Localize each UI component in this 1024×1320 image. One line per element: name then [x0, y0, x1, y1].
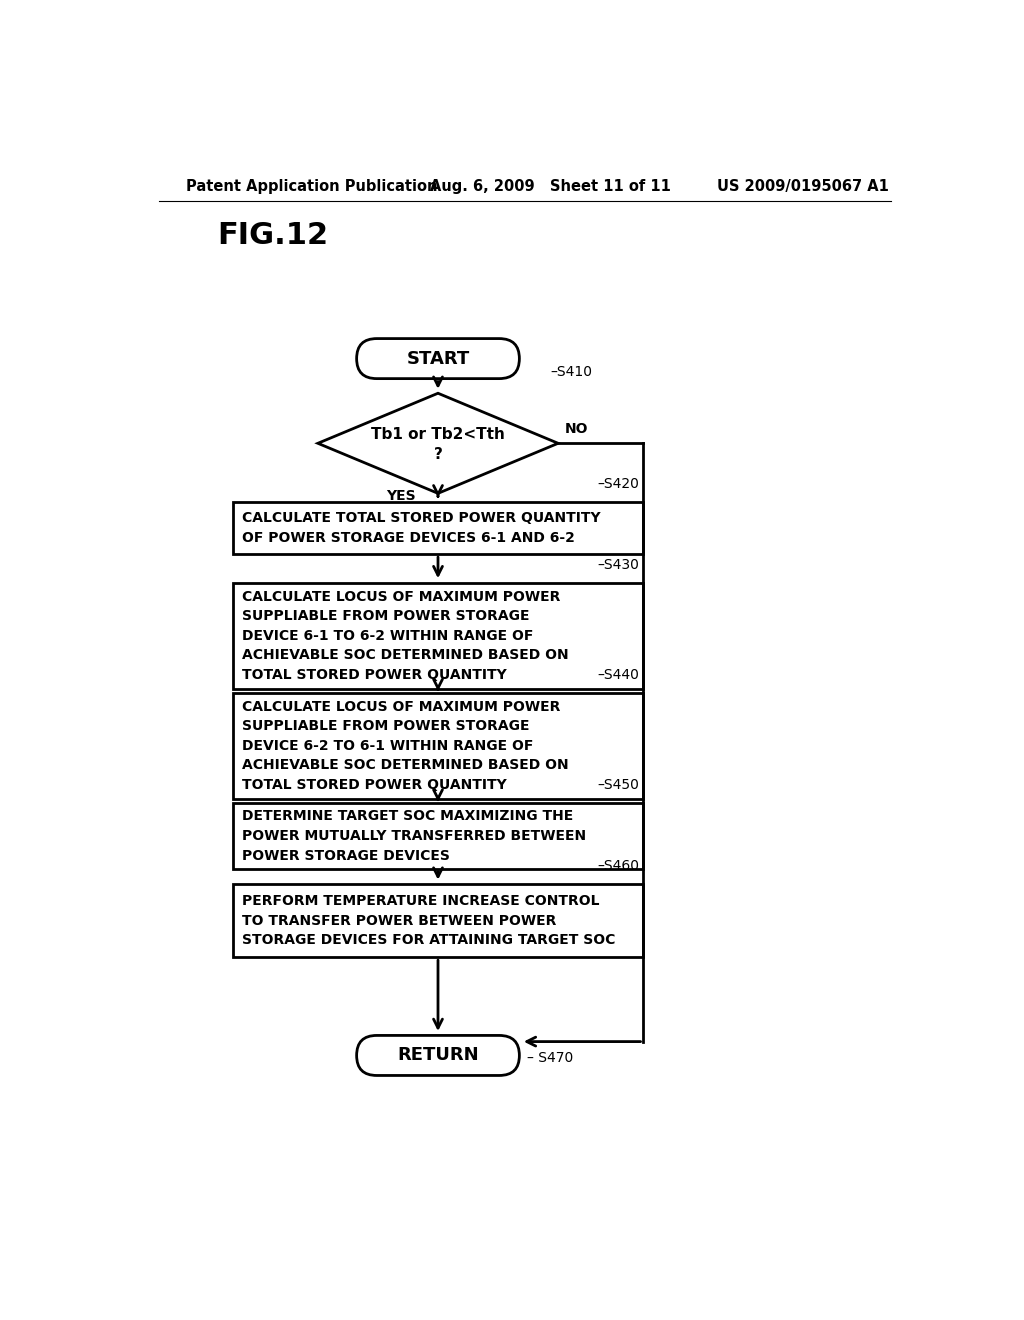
Text: FIG.12: FIG.12 [217, 220, 329, 249]
Polygon shape [317, 393, 558, 494]
Text: Aug. 6, 2009   Sheet 11 of 11: Aug. 6, 2009 Sheet 11 of 11 [430, 180, 671, 194]
Bar [232, 502, 643, 554]
Text: Tb1 or Tb2<Tth: Tb1 or Tb2<Tth [371, 426, 505, 442]
FancyBboxPatch shape [356, 1035, 519, 1076]
Text: CALCULATE LOCUS OF MAXIMUM POWER
SUPPLIABLE FROM POWER STORAGE
DEVICE 6-1 TO 6-2: CALCULATE LOCUS OF MAXIMUM POWER SUPPLIA… [242, 590, 568, 682]
Bar [232, 582, 643, 689]
Text: –S460: –S460 [597, 859, 639, 874]
Text: START: START [407, 350, 470, 367]
Text: Patent Application Publication: Patent Application Publication [186, 180, 437, 194]
Text: CALCULATE LOCUS OF MAXIMUM POWER
SUPPLIABLE FROM POWER STORAGE
DEVICE 6-2 TO 6-1: CALCULATE LOCUS OF MAXIMUM POWER SUPPLIA… [242, 700, 568, 792]
Text: –S420: –S420 [597, 477, 639, 491]
Bar [232, 884, 643, 957]
Text: PERFORM TEMPERATURE INCREASE CONTROL
TO TRANSFER POWER BETWEEN POWER
STORAGE DEV: PERFORM TEMPERATURE INCREASE CONTROL TO … [242, 894, 615, 948]
FancyBboxPatch shape [356, 339, 519, 379]
Text: YES: YES [386, 488, 416, 503]
Text: US 2009/0195067 A1: US 2009/0195067 A1 [717, 180, 889, 194]
Bar [232, 804, 643, 869]
Text: –S440: –S440 [597, 668, 639, 682]
Text: NO: NO [564, 421, 588, 436]
Text: DETERMINE TARGET SOC MAXIMIZING THE
POWER MUTUALLY TRANSFERRED BETWEEN
POWER STO: DETERMINE TARGET SOC MAXIMIZING THE POWE… [242, 809, 586, 862]
Text: RETURN: RETURN [397, 1047, 479, 1064]
Text: ?: ? [433, 446, 442, 462]
Text: – S470: – S470 [527, 1051, 573, 1065]
Bar [232, 693, 643, 799]
Text: –S450: –S450 [597, 779, 639, 792]
Text: –S430: –S430 [597, 558, 639, 572]
Text: CALCULATE TOTAL STORED POWER QUANTITY
OF POWER STORAGE DEVICES 6-1 AND 6-2: CALCULATE TOTAL STORED POWER QUANTITY OF… [242, 511, 600, 545]
Text: –S410: –S410 [550, 366, 592, 379]
